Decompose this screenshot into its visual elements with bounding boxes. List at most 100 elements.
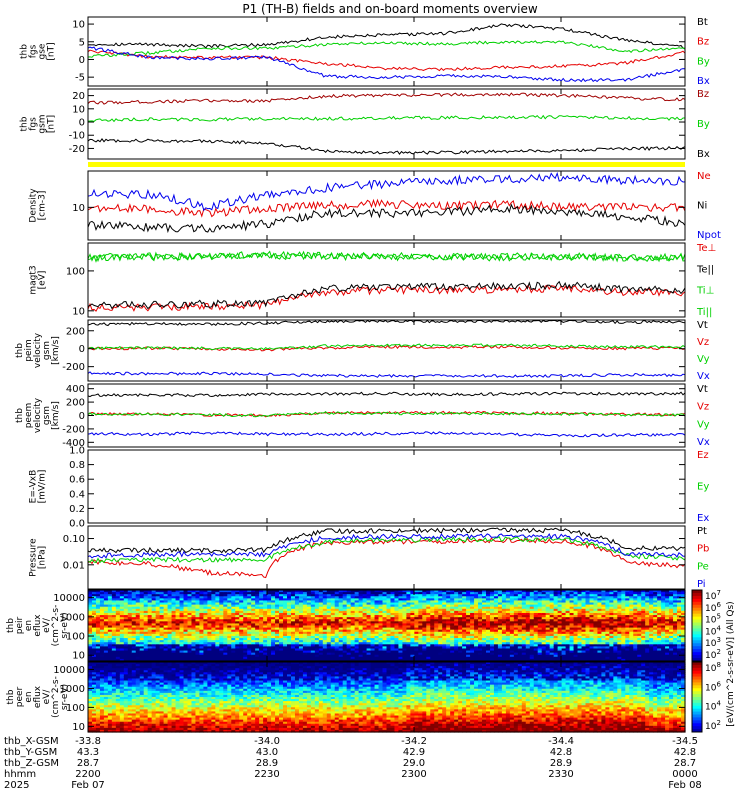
heatmap-cell [430, 654, 435, 658]
heatmap-cell [442, 646, 447, 650]
heatmap-cell [462, 625, 467, 629]
heatmap-cell [223, 602, 228, 606]
heatmap-cell [287, 646, 292, 650]
heatmap-cell [107, 598, 113, 602]
heatmap-cell [167, 590, 173, 593]
heatmap-cell [462, 648, 467, 652]
heatmap-cell [171, 625, 177, 629]
heatmap-cell [613, 623, 618, 627]
heatmap-cell [394, 594, 400, 597]
heatmap-cell [410, 617, 415, 620]
heatmap-cell [338, 631, 344, 635]
heatmap-cell [478, 656, 483, 660]
heatmap-cell [386, 638, 392, 641]
heatmap-cell [251, 642, 256, 645]
heatmap-cell [187, 596, 193, 599]
heatmap-cell [489, 608, 495, 612]
heatmap-cell [466, 642, 471, 645]
heatmap-cell [139, 652, 145, 656]
heatmap-cell [306, 604, 312, 608]
heatmap-cell [605, 615, 610, 618]
heatmap-cell [406, 598, 411, 602]
heatmap-cell [366, 656, 372, 660]
heatmap-cell [621, 631, 626, 635]
heatmap-cell [310, 638, 316, 641]
heatmap-cell [541, 612, 547, 616]
heatmap-cell [398, 594, 404, 597]
heatmap-cell [231, 604, 236, 608]
heatmap-cell [330, 640, 336, 643]
heatmap-cell [163, 604, 169, 608]
heatmap-cell [322, 654, 328, 658]
heatmap-cell [283, 631, 288, 635]
heatmap-cell [235, 642, 240, 645]
heatmap-cell [597, 590, 603, 593]
heatmap-cell [103, 638, 109, 641]
heatmap-cell [279, 612, 284, 616]
heatmap-cell [601, 621, 606, 625]
heatmap-cell [207, 625, 212, 629]
heatmap-cell [633, 604, 638, 608]
heatmap-cell [322, 621, 328, 625]
heatmap-cell [318, 650, 324, 654]
heatmap-cell [529, 621, 535, 625]
ylabel-line: thb [20, 116, 30, 131]
heatmap-cell [497, 623, 503, 627]
heatmap-cell [609, 619, 614, 622]
heatmap-cell [478, 658, 483, 662]
heatmap-cell [633, 608, 638, 612]
heatmap-cell [462, 650, 467, 654]
heatmap-cell [215, 652, 220, 656]
heatmap-cell [199, 610, 205, 614]
heatmap-cell [283, 608, 288, 612]
heatmap-cell [239, 650, 244, 654]
heatmap-cell [609, 654, 614, 658]
heatmap-cell [290, 652, 296, 656]
heatmap-cell [279, 619, 284, 622]
heatmap-cell [127, 642, 133, 645]
heatmap-cell [402, 612, 407, 616]
heatmap-cell [147, 606, 153, 610]
heatmap-cell [362, 658, 368, 662]
heatmap-cell [501, 646, 507, 650]
heatmap-cell [410, 635, 415, 639]
heatmap-cell [541, 633, 547, 637]
heatmap-cell [103, 648, 109, 652]
heatmap-cell [287, 625, 292, 629]
heatmap-cell [545, 652, 551, 656]
heatmap-cell [211, 619, 216, 622]
heatmap-cell [139, 658, 145, 662]
heatmap-cell [171, 602, 177, 606]
heatmap-cell [605, 623, 610, 627]
heatmap-cell [243, 646, 248, 650]
heatmap-cell [466, 635, 471, 639]
heatmap-cell [525, 604, 531, 608]
heatmap-cell [482, 590, 487, 593]
heatmap-cell [287, 656, 292, 660]
heatmap-cell [362, 633, 368, 637]
heatmap-cell [585, 612, 591, 616]
heatmap-cell [171, 592, 177, 595]
heatmap-cell [625, 617, 630, 620]
heatmap-cell [171, 635, 177, 639]
heatmap-cell [537, 598, 543, 602]
heatmap-cell [187, 648, 193, 652]
heatmap-cell [406, 596, 411, 599]
heatmap-cell [290, 600, 296, 604]
heatmap-cell [267, 633, 272, 637]
heatmap-cell [434, 590, 439, 593]
heatmap-cell [486, 648, 491, 652]
heatmap-cell [629, 604, 634, 608]
heatmap-cell [163, 590, 169, 593]
heatmap-cell [255, 598, 260, 602]
heatmap-cell [306, 592, 312, 595]
heatmap-cell [350, 635, 356, 639]
heatmap-cell [294, 656, 300, 660]
heatmap-cell [533, 604, 539, 608]
heatmap-cell [139, 610, 145, 614]
heatmap-cell [219, 644, 224, 647]
heatmap-cell [462, 623, 467, 627]
heatmap-cell [127, 654, 133, 658]
heatmap-cell [613, 656, 618, 660]
heatmap-cell [613, 594, 618, 597]
